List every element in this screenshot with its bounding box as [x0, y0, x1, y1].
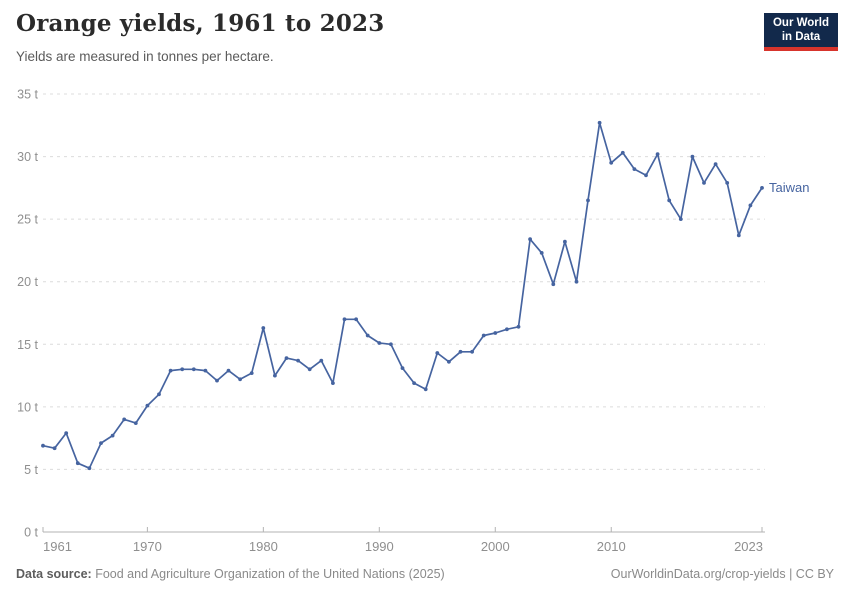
series-point[interactable] [157, 392, 161, 397]
series-point[interactable] [620, 150, 625, 155]
series-point[interactable] [389, 342, 393, 347]
series-point[interactable] [702, 181, 706, 185]
series-point[interactable] [307, 367, 312, 372]
series-point[interactable] [215, 378, 219, 383]
y-tick-label: 35 t [17, 88, 38, 102]
x-tick-label: 2010 [597, 539, 626, 554]
series-point[interactable] [203, 368, 208, 373]
series-point[interactable] [110, 433, 115, 438]
series-point[interactable] [551, 282, 556, 287]
data-source: Data source: Food and Agriculture Organi… [16, 567, 445, 581]
series-point[interactable] [760, 186, 764, 190]
x-tick-label: 1970 [133, 539, 162, 554]
series-point[interactable] [180, 367, 185, 372]
series-point[interactable] [41, 443, 45, 448]
series-point[interactable] [574, 279, 579, 284]
series-point[interactable] [52, 446, 57, 451]
series-point[interactable] [400, 366, 405, 370]
series-point[interactable] [528, 237, 532, 242]
series-point[interactable] [365, 333, 370, 338]
series-point[interactable] [354, 317, 358, 322]
series-point[interactable] [447, 359, 451, 364]
footer-citation-link[interactable]: OurWorldinData.org/crop-yields | CC BY [610, 567, 834, 581]
series-point[interactable] [597, 120, 602, 125]
x-tick-label: 2023 [734, 539, 763, 554]
series-point[interactable] [273, 373, 277, 378]
chart-footer: Data source: Food and Agriculture Organi… [16, 567, 834, 581]
y-tick-label: 30 t [17, 150, 38, 164]
y-tick-label: 10 t [17, 400, 38, 414]
series-layer[interactable] [41, 120, 764, 471]
logo-line-1: Our World [772, 16, 829, 29]
series-point[interactable] [99, 441, 103, 445]
series-point[interactable] [481, 333, 486, 338]
series-point[interactable] [632, 167, 637, 172]
series-point[interactable] [516, 324, 521, 329]
series-point[interactable] [539, 251, 544, 255]
y-tick-label: 20 t [17, 275, 38, 289]
data-source-label: Data source: [16, 567, 92, 581]
series-point[interactable] [470, 349, 474, 354]
series-point[interactable] [609, 160, 614, 165]
series-point[interactable] [458, 349, 463, 354]
series-point[interactable] [261, 326, 266, 330]
series-point[interactable] [586, 198, 590, 203]
series-point[interactable] [249, 371, 254, 375]
series-point[interactable] [75, 461, 80, 466]
series-point[interactable] [690, 154, 695, 159]
x-tick-label: 1980 [249, 539, 278, 554]
series-point[interactable] [64, 431, 69, 435]
axes: 0 t 5 t 10 t 15 t 20 t 25 t 30 t 35 t 1961 1970 19… [17, 88, 765, 554]
y-tick-label: 5 t [24, 463, 38, 477]
series-point[interactable] [284, 356, 289, 360]
logo-line-2: in Data [781, 31, 821, 43]
series-point[interactable] [655, 152, 660, 157]
series-point[interactable] [331, 381, 335, 385]
series-point[interactable] [238, 377, 243, 382]
series-point[interactable] [319, 358, 324, 363]
series-point[interactable] [505, 327, 509, 332]
series-point[interactable] [168, 368, 173, 373]
series-point[interactable] [226, 368, 231, 373]
series-point[interactable] [342, 317, 347, 322]
series-point[interactable] [296, 358, 300, 363]
series-label-taiwan[interactable]: Taiwan [769, 180, 809, 195]
x-tick-label: 2000 [481, 539, 510, 554]
series-point[interactable] [678, 217, 683, 222]
series-point[interactable] [191, 367, 196, 372]
series-point[interactable] [563, 239, 567, 244]
y-tick-label: 25 t [17, 213, 38, 227]
x-tick-label: 1990 [365, 539, 394, 554]
series-point[interactable] [748, 203, 753, 208]
chart-subtitle: Yields are measured in tonnes per hectar… [16, 49, 274, 64]
gridlines [43, 93, 765, 470]
series-point[interactable] [493, 331, 498, 335]
series-point[interactable] [122, 417, 127, 422]
page-title: Orange yields, 1961 to 2023 [16, 10, 385, 37]
y-tick-label: 0 t [24, 526, 38, 540]
series-point[interactable] [667, 198, 672, 203]
series-point[interactable] [377, 341, 382, 345]
series-point[interactable] [435, 351, 440, 355]
series-point[interactable] [725, 181, 730, 185]
series-point[interactable] [644, 173, 648, 178]
x-tick-label: 1961 [43, 539, 72, 554]
series-point[interactable] [145, 403, 150, 408]
series-point[interactable] [736, 233, 741, 238]
series-line[interactable] [42, 121, 763, 470]
owid-logo[interactable]: Our World in Data [764, 13, 838, 51]
series-point[interactable] [412, 381, 416, 385]
data-source-text: Food and Agriculture Organization of the… [91, 567, 445, 581]
series-point[interactable] [87, 466, 92, 471]
y-tick-label: 15 t [17, 338, 38, 352]
series-point[interactable] [423, 387, 428, 392]
series-point[interactable] [713, 162, 718, 167]
series-point[interactable] [133, 421, 138, 425]
